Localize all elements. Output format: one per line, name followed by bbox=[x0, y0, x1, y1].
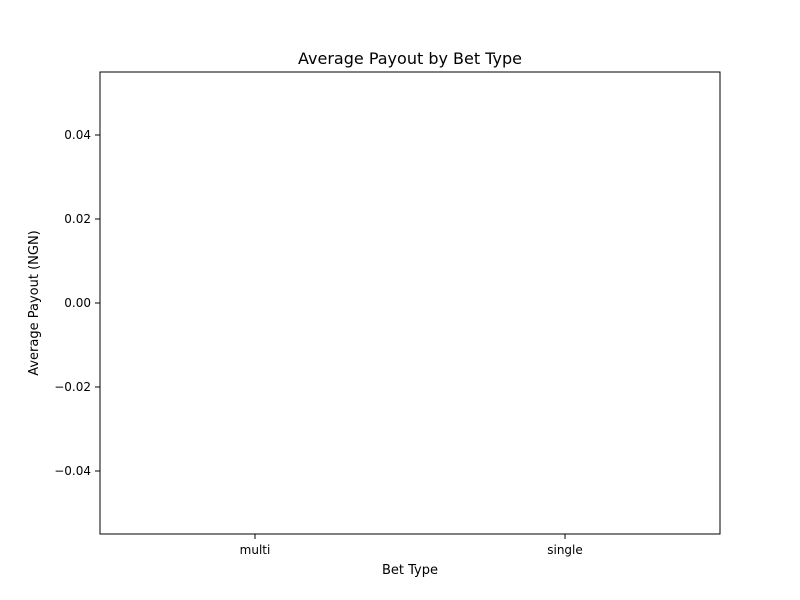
x-axis-ticks: multi single bbox=[240, 534, 583, 557]
x-tick-label-multi: multi bbox=[240, 543, 271, 557]
x-axis-label: Bet Type bbox=[382, 563, 438, 578]
y-axis-ticks: −0.04 −0.02 0.00 0.02 0.04 bbox=[54, 128, 100, 478]
chart-title: Average Payout by Bet Type bbox=[298, 49, 522, 68]
y-tick-label: 0.04 bbox=[64, 128, 91, 142]
y-axis-label: Average Payout (NGN) bbox=[27, 230, 42, 376]
y-tick-label: −0.02 bbox=[54, 380, 91, 394]
plot-area-frame bbox=[99, 71, 721, 535]
y-tick-label: −0.04 bbox=[54, 464, 91, 478]
y-tick-label: 0.02 bbox=[64, 212, 91, 226]
y-tick-label: 0.00 bbox=[64, 296, 91, 310]
x-tick-label-single: single bbox=[547, 543, 583, 557]
